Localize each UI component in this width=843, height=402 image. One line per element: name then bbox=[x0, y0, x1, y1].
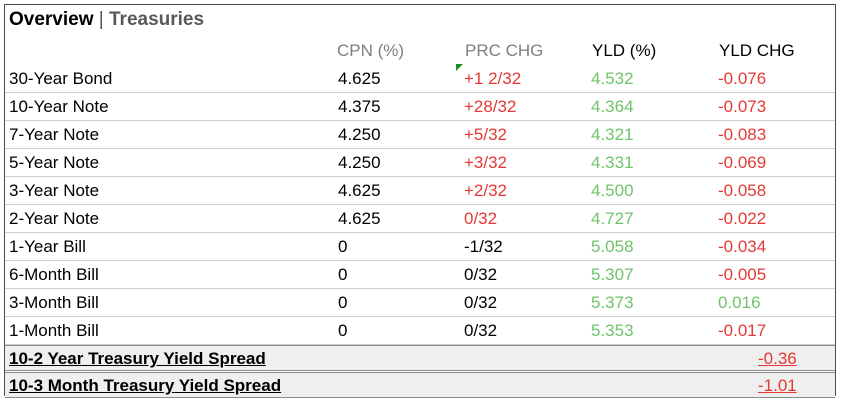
row-yld: 4.500 bbox=[591, 181, 634, 200]
overview-link[interactable]: Overview bbox=[9, 9, 94, 30]
row-yld-chg: 0.016 bbox=[718, 293, 761, 312]
row-name: 30-Year Bond bbox=[9, 69, 113, 88]
row-yld-chg: -0.076 bbox=[718, 69, 767, 88]
header-prc-chg: PRC CHG bbox=[465, 41, 544, 60]
spread-value[interactable]: -1.01 bbox=[758, 376, 797, 395]
row-cpn: 4.250 bbox=[338, 153, 381, 172]
comment-indicator-icon bbox=[456, 64, 463, 71]
row-name: 10-Year Note bbox=[9, 97, 109, 116]
table-row: 30-Year Bond 4.625 +1 2/32 4.532 -0.076 bbox=[5, 65, 835, 93]
table-row: 2-Year Note 4.625 0/32 4.727 -0.022 bbox=[5, 205, 835, 233]
table-row: 1-Year Bill 0 -1/32 5.058 -0.034 bbox=[5, 233, 835, 261]
row-prc-chg: +5/32 bbox=[464, 125, 508, 144]
row-yld-chg: -0.017 bbox=[718, 321, 767, 340]
row-name: 5-Year Note bbox=[9, 153, 100, 172]
table-row: 3-Year Note 4.625 +2/32 4.500 -0.058 bbox=[5, 177, 835, 205]
table-row: 1-Month Bill 0 0/32 5.353 -0.017 bbox=[5, 317, 835, 345]
row-name: 1-Month Bill bbox=[9, 321, 99, 340]
row-yld-chg: -0.034 bbox=[718, 237, 767, 256]
row-cpn: 0 bbox=[338, 265, 348, 284]
row-cpn: 0 bbox=[338, 237, 348, 256]
table-row: 5-Year Note 4.250 +3/32 4.331 -0.069 bbox=[5, 149, 835, 177]
table-row: 10-Year Note 4.375 +28/32 4.364 -0.073 bbox=[5, 93, 835, 121]
row-cpn: 4.625 bbox=[338, 181, 381, 200]
row-yld-chg: -0.005 bbox=[718, 265, 767, 284]
header-yld-chg: YLD CHG bbox=[719, 41, 795, 60]
treasuries-label: Treasuries bbox=[109, 9, 205, 30]
row-prc-chg: +28/32 bbox=[464, 97, 517, 116]
row-yld-chg: -0.083 bbox=[718, 125, 767, 144]
row-cpn: 4.625 bbox=[338, 69, 381, 88]
row-prc-chg: 0/32 bbox=[464, 293, 498, 312]
row-name: 3-Month Bill bbox=[9, 293, 99, 312]
row-cpn: 0 bbox=[338, 293, 348, 312]
row-prc-chg: +3/32 bbox=[464, 153, 508, 172]
row-yld: 4.321 bbox=[591, 125, 634, 144]
row-name: 7-Year Note bbox=[9, 125, 100, 144]
row-cpn: 0 bbox=[338, 321, 348, 340]
table-row: 7-Year Note 4.250 +5/32 4.321 -0.083 bbox=[5, 121, 835, 149]
title-separator: | bbox=[98, 9, 104, 30]
table-row: 3-Month Bill 0 0/32 5.373 0.016 bbox=[5, 289, 835, 317]
panel-title: Overview | Treasuries bbox=[9, 8, 204, 32]
row-prc-chg: 0/32 bbox=[464, 321, 498, 340]
row-prc-chg: +2/32 bbox=[464, 181, 508, 200]
row-cpn: 4.250 bbox=[338, 125, 381, 144]
header-yld: YLD (%) bbox=[592, 41, 657, 60]
row-yld-chg: -0.022 bbox=[718, 209, 767, 228]
row-cpn: 4.625 bbox=[338, 209, 381, 228]
row-name: 6-Month Bill bbox=[9, 265, 99, 284]
row-name: 1-Year Bill bbox=[9, 237, 86, 256]
row-name: 3-Year Note bbox=[9, 181, 100, 200]
row-yld: 4.364 bbox=[591, 97, 634, 116]
row-yld: 5.307 bbox=[591, 265, 634, 284]
row-name: 2-Year Note bbox=[9, 209, 100, 228]
row-prc-chg: 0/32 bbox=[464, 265, 498, 284]
row-prc-chg: +1 2/32 bbox=[464, 69, 522, 88]
row-cpn: 4.375 bbox=[338, 97, 381, 116]
spread-value[interactable]: -0.36 bbox=[758, 349, 797, 368]
spread-label[interactable]: 10-3 Month Treasury Yield Spread bbox=[9, 376, 282, 395]
row-prc-chg: 0/32 bbox=[464, 209, 498, 228]
row-yld: 5.353 bbox=[591, 321, 634, 340]
table-row: 6-Month Bill 0 0/32 5.307 -0.005 bbox=[5, 261, 835, 289]
spread-label[interactable]: 10-2 Year Treasury Yield Spread bbox=[9, 349, 266, 368]
row-yld-chg: -0.058 bbox=[718, 181, 767, 200]
row-yld: 4.532 bbox=[591, 69, 634, 88]
row-yld-chg: -0.073 bbox=[718, 97, 767, 116]
row-yld: 5.058 bbox=[591, 237, 634, 256]
header-cpn: CPN (%) bbox=[337, 41, 405, 60]
row-yld: 4.727 bbox=[591, 209, 634, 228]
row-yld: 5.373 bbox=[591, 293, 634, 312]
row-prc-chg: -1/32 bbox=[464, 237, 503, 256]
row-yld-chg: -0.069 bbox=[718, 153, 767, 172]
spread-row-10-2: 10-2 Year Treasury Yield Spread -0.36 bbox=[5, 345, 835, 371]
spread-row-10-3m: 10-3 Month Treasury Yield Spread -1.01 bbox=[5, 372, 835, 398]
row-yld: 4.331 bbox=[591, 153, 634, 172]
